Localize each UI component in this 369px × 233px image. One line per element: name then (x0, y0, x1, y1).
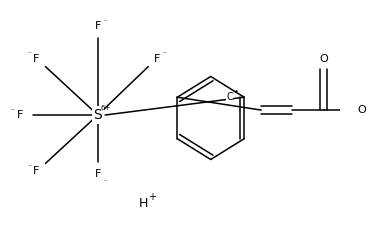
Text: ⁻: ⁻ (103, 179, 107, 185)
Text: O: O (358, 105, 366, 115)
Text: •: • (234, 88, 238, 97)
Text: F: F (94, 21, 101, 31)
Text: S: S (93, 108, 102, 122)
Text: 6+: 6+ (101, 105, 111, 111)
Text: F: F (33, 166, 39, 176)
Text: O: O (319, 54, 328, 64)
Text: ⁻: ⁻ (27, 164, 31, 170)
Text: F: F (154, 54, 161, 64)
Text: F: F (33, 54, 39, 64)
Text: C: C (226, 92, 233, 102)
Text: ⁻: ⁻ (11, 108, 14, 114)
Text: F: F (94, 169, 101, 179)
Text: H: H (139, 197, 148, 210)
Text: F: F (17, 110, 23, 120)
Text: +: + (148, 192, 156, 202)
Text: ⁻: ⁻ (103, 19, 107, 25)
Text: ⁻: ⁻ (27, 52, 31, 58)
Text: ⁻: ⁻ (163, 52, 167, 58)
